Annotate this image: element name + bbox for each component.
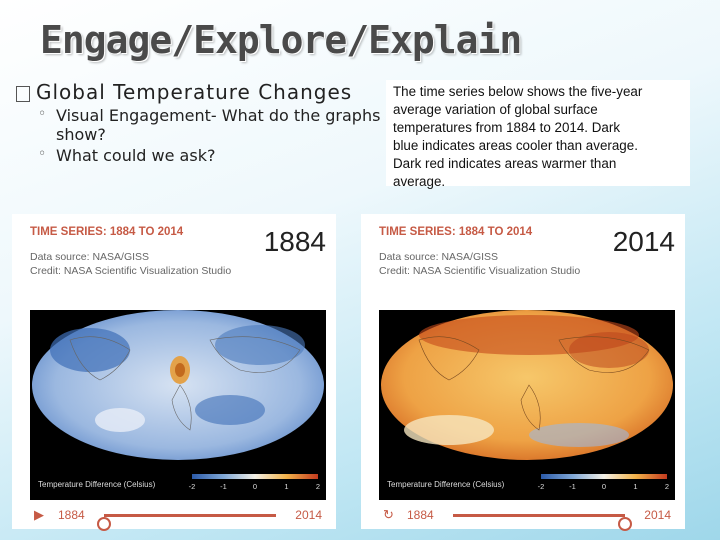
slider-handle[interactable] xyxy=(618,517,632,531)
temperature-map xyxy=(30,310,326,460)
legend-tick: 0 xyxy=(601,482,607,491)
slider-track[interactable] xyxy=(97,514,276,531)
legend-tick: -1 xyxy=(220,482,227,491)
legend-tick: -2 xyxy=(537,482,545,491)
description-line: average. xyxy=(393,174,446,189)
replay-icon[interactable]: ↻ xyxy=(383,507,394,522)
legend-color-bar xyxy=(192,474,318,479)
legend-color-bar xyxy=(541,474,667,479)
temperature-map xyxy=(379,310,675,460)
description-line: temperatures from 1884 to 2014. Dark xyxy=(393,120,621,135)
legend-tick: -1 xyxy=(569,482,576,491)
temperature-map-card-1884: TIME SERIES: 1884 TO 2014 Data source: N… xyxy=(12,214,336,531)
credit-line: Credit: NASA Scientific Visualization St… xyxy=(379,265,581,277)
timeline-start-label: 1884 xyxy=(58,508,85,522)
slider-handle[interactable] xyxy=(97,517,111,531)
sub-bullet-text: What could we ask? xyxy=(56,146,216,165)
legend-tick: 2 xyxy=(664,482,670,491)
sub-bullet: ◦ What could we ask? xyxy=(38,146,386,165)
timeline-end-label: 2014 xyxy=(644,508,671,522)
legend-title: Temperature Difference (Celsius) xyxy=(387,480,505,489)
bullet-box-icon xyxy=(16,85,30,102)
legend-tick: 2 xyxy=(315,482,321,491)
bullet-circle-icon: ◦ xyxy=(38,146,47,162)
main-bullet: Global Temperature Changes xyxy=(16,80,386,104)
temperature-map-card-2014: TIME SERIES: 1884 TO 2014 Data source: N… xyxy=(361,214,685,531)
timeline-slider[interactable]: ↻ 1884 2014 xyxy=(379,506,675,531)
legend-tick: 0 xyxy=(252,482,258,491)
main-bullet-text: Global Temperature Changes xyxy=(36,80,353,104)
play-icon[interactable]: ▶ xyxy=(34,507,44,522)
legend-title: Temperature Difference (Celsius) xyxy=(38,480,156,489)
data-source: Data source: NASA/GISS xyxy=(30,251,150,263)
slide-title: Engage/Explore/Explain xyxy=(40,18,522,62)
series-title: TIME SERIES: 1884 TO 2014 xyxy=(30,226,184,238)
description-line: average variation of global surface xyxy=(393,102,598,117)
data-source: Data source: NASA/GISS xyxy=(379,251,499,263)
sub-bullet: ◦ Visual Engagement- What do the graphs s… xyxy=(38,106,386,144)
year-label: 1884 xyxy=(263,226,326,257)
year-label: 2014 xyxy=(612,226,675,257)
bullet-list: Global Temperature Changes ◦ Visual Engag… xyxy=(16,80,386,165)
legend-tick: -2 xyxy=(188,482,196,491)
color-legend: Temperature Difference (Celsius) -2 -1 0… xyxy=(30,460,326,500)
description-line: The time series below shows the five-yea… xyxy=(393,84,643,99)
description-line: Dark red indicates areas warmer than xyxy=(393,156,617,171)
description-box: The time series below shows the five-yea… xyxy=(386,80,690,189)
timeline-slider[interactable]: ▶ 1884 2014 xyxy=(30,506,326,531)
sub-bullet-text: Visual Engagement- What do the graphs sh… xyxy=(56,106,381,144)
legend-tick: 1 xyxy=(633,482,638,491)
series-title: TIME SERIES: 1884 TO 2014 xyxy=(379,226,533,238)
description-line: blue indicates areas cooler than average… xyxy=(393,138,638,153)
credit-line: Credit: NASA Scientific Visualization St… xyxy=(30,265,232,277)
legend-tick: 1 xyxy=(284,482,289,491)
color-legend: Temperature Difference (Celsius) -2 -1 0… xyxy=(379,460,675,500)
timeline-start-label: 1884 xyxy=(407,508,434,522)
slider-track[interactable] xyxy=(453,514,632,531)
bullet-circle-icon: ◦ xyxy=(38,106,47,122)
timeline-end-label: 2014 xyxy=(295,508,322,522)
